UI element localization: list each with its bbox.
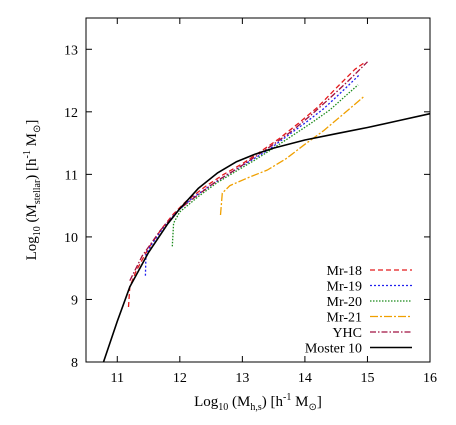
- y-tick-label: 9: [71, 293, 78, 308]
- y-tick-label: 12: [64, 106, 78, 121]
- series-line: [129, 61, 368, 281]
- x-tick-label: 15: [360, 371, 374, 386]
- series-line: [102, 112, 431, 363]
- y-tick-label: 13: [64, 43, 78, 58]
- y-tick-label: 10: [64, 231, 78, 246]
- legend-label: YHC: [332, 326, 362, 341]
- series-line: [127, 61, 366, 308]
- x-tick-label: 14: [298, 371, 312, 386]
- axis-ticks: [86, 18, 431, 363]
- legend-label: Mr-21: [327, 311, 363, 326]
- legend-label: Mr-20: [327, 295, 363, 310]
- x-tick-label: 13: [235, 371, 249, 386]
- legend-label: Moster 10: [305, 342, 362, 357]
- series-lines: [102, 61, 431, 363]
- y-tick-label: 8: [71, 356, 78, 371]
- legend-label: Mr-19: [327, 280, 363, 295]
- series-line: [144, 73, 361, 276]
- y-tick-label: 11: [65, 168, 78, 183]
- x-tick-label: 12: [173, 371, 187, 386]
- x-tick-labels: 11 12 13 14 15 16: [111, 371, 437, 386]
- y-tick-labels: 8 9 10 11 12 13: [64, 43, 78, 371]
- y-axis-label: Log10 (Mstellar) [h-1 M⊙]: [22, 120, 43, 261]
- x-tick-label: 11: [111, 371, 124, 386]
- x-tick-label: 16: [423, 371, 437, 386]
- x-axis-label: Log10 (Mh,s) [h-1 M⊙]: [194, 392, 322, 413]
- series-line: [171, 84, 359, 247]
- series-line: [219, 95, 365, 216]
- plot-frame: [85, 17, 431, 363]
- legend-label: Mr-18: [327, 264, 363, 279]
